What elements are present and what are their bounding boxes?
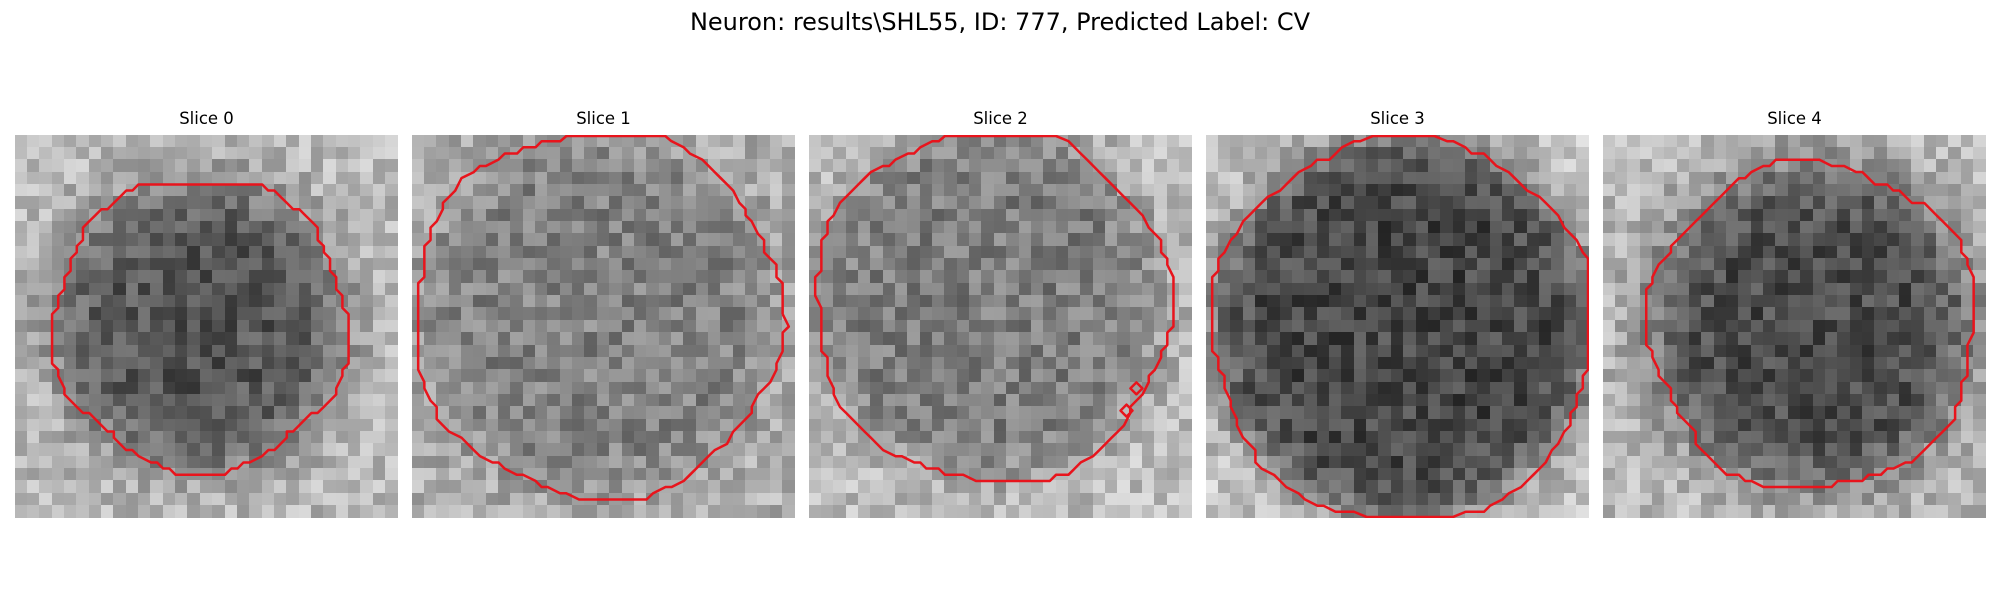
slice-image-0	[15, 135, 398, 518]
slice-image-3	[1206, 135, 1589, 518]
slice-title-4: Slice 4	[1767, 109, 1822, 128]
slice-panel-1: Slice 1	[412, 108, 795, 521]
slice-title-1: Slice 1	[576, 109, 631, 128]
slice-image-1	[412, 135, 795, 518]
slice-title-0: Slice 0	[179, 109, 234, 128]
slice-image-4	[1603, 135, 1986, 518]
slice-panel-3: Slice 3	[1206, 108, 1589, 521]
slice-panel-0: Slice 0	[15, 108, 398, 521]
slice-panel-4: Slice 4	[1603, 108, 1986, 521]
slice-title-3: Slice 3	[1370, 109, 1425, 128]
slice-panel-2: Slice 2	[809, 108, 1192, 521]
slice-image-2	[809, 135, 1192, 518]
figure-title: Neuron: results\SHL55, ID: 777, Predicte…	[689, 8, 1311, 36]
slice-title-2: Slice 2	[973, 109, 1028, 128]
